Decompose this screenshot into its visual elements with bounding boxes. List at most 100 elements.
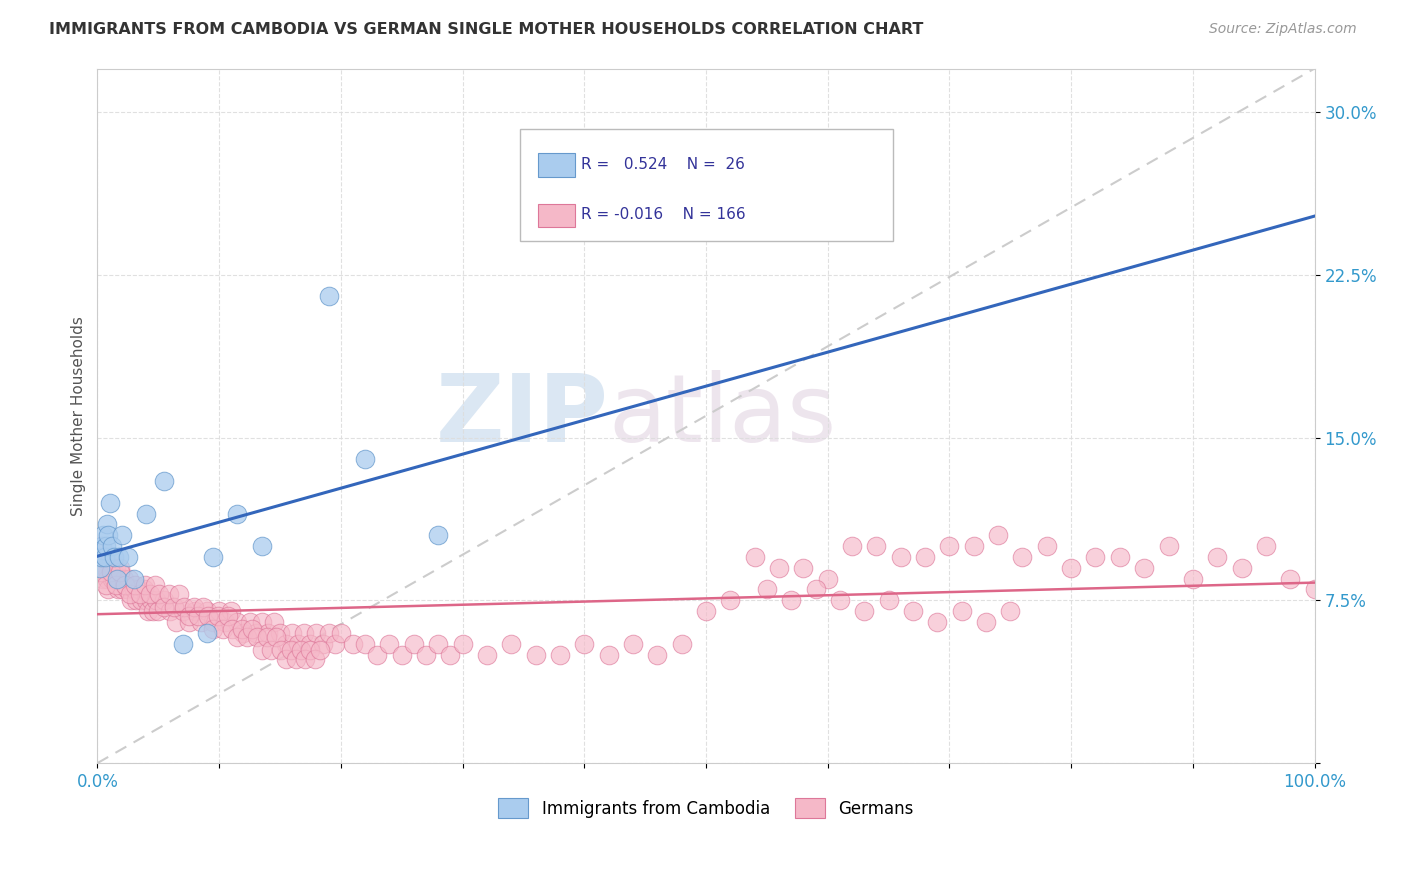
Point (129, 593, 152, 607)
Point (104, 578, 127, 592)
Point (914, 549, 936, 564)
Point (226, 615, 249, 629)
Point (201, 615, 224, 629)
Point (841, 539, 863, 553)
Point (378, 637, 401, 651)
Point (201, 622, 224, 636)
Point (1254, 539, 1277, 553)
Point (159, 604, 181, 618)
Point (139, 593, 162, 607)
Point (103, 549, 125, 564)
Point (238, 615, 260, 629)
Point (111, 582, 134, 597)
Point (100, 565, 122, 579)
Point (311, 637, 333, 651)
Point (269, 626, 291, 640)
Point (250, 615, 273, 629)
Point (645, 648, 668, 662)
Point (143, 578, 166, 592)
Point (94, 539, 117, 553)
Point (1181, 572, 1204, 586)
Point (901, 604, 924, 618)
Point (281, 626, 304, 640)
Point (250, 643, 273, 657)
Point (1206, 549, 1229, 564)
Point (177, 615, 200, 629)
Point (292, 626, 315, 640)
Point (284, 652, 307, 666)
Point (118, 572, 141, 586)
Point (90, 549, 112, 564)
Point (1060, 561, 1083, 575)
Point (354, 637, 377, 651)
Point (950, 604, 973, 618)
Point (108, 549, 131, 564)
Point (101, 539, 124, 553)
Point (93, 549, 115, 564)
Point (354, 452, 377, 467)
Point (890, 549, 912, 564)
Point (270, 643, 292, 657)
Point (132, 582, 155, 597)
Point (90, 539, 112, 553)
Point (211, 622, 233, 636)
Point (1108, 549, 1130, 564)
Text: R = -0.016    N = 166: R = -0.016 N = 166 (581, 208, 745, 222)
Point (190, 615, 212, 629)
Point (101, 572, 124, 586)
Point (1133, 561, 1156, 575)
Point (135, 593, 157, 607)
Point (195, 626, 218, 640)
Point (163, 599, 186, 614)
Point (598, 648, 620, 662)
Point (167, 587, 190, 601)
Point (122, 582, 145, 597)
Point (97, 528, 120, 542)
Point (366, 648, 388, 662)
Point (853, 604, 876, 618)
Point (256, 626, 278, 640)
Legend: Immigrants from Cambodia, Germans: Immigrants from Cambodia, Germans (492, 792, 921, 824)
Point (236, 630, 259, 644)
Point (153, 599, 176, 614)
Point (1157, 539, 1180, 553)
Point (201, 549, 224, 564)
Point (89, 549, 111, 564)
Point (755, 582, 778, 597)
Point (197, 608, 219, 623)
Text: ZIP: ZIP (436, 370, 609, 462)
Point (120, 587, 142, 601)
Point (318, 626, 340, 640)
Point (274, 652, 297, 666)
Point (744, 549, 766, 564)
Point (145, 593, 167, 607)
Y-axis label: Single Mother Households: Single Mother Households (72, 316, 86, 516)
Point (93, 572, 115, 586)
Point (138, 604, 160, 618)
Point (89, 561, 111, 575)
Point (318, 289, 340, 303)
Point (927, 615, 949, 629)
Point (129, 587, 152, 601)
Point (172, 604, 194, 618)
Point (938, 539, 960, 553)
Point (1279, 572, 1302, 586)
Point (294, 652, 316, 666)
Point (94, 561, 117, 575)
Point (173, 599, 195, 614)
Point (93, 528, 115, 542)
Point (792, 561, 814, 575)
Point (195, 604, 218, 618)
Point (695, 604, 717, 618)
Point (114, 578, 136, 592)
Point (96, 517, 118, 532)
Point (287, 637, 309, 651)
Point (219, 604, 242, 618)
Point (226, 507, 249, 521)
Point (226, 630, 249, 644)
Point (138, 587, 160, 601)
Point (115, 582, 138, 597)
Point (94, 578, 117, 592)
Point (309, 643, 332, 657)
Point (110, 561, 132, 575)
